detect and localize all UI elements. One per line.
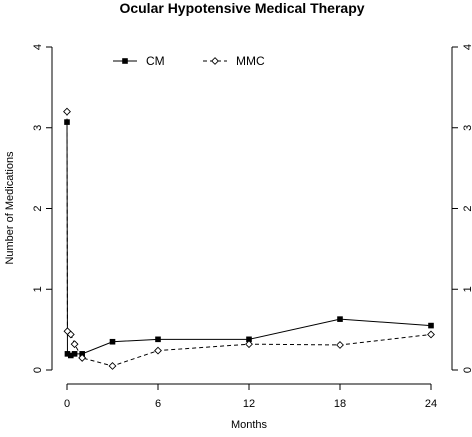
data-point-mmc [154, 346, 162, 355]
x-tick-label: 0 [64, 398, 70, 410]
data-point-cm [428, 322, 434, 329]
legend-marker-mmc [211, 57, 219, 65]
data-point-cm [109, 338, 116, 345]
series-mmc [63, 107, 435, 370]
legend-marker-cm [122, 58, 128, 64]
legend-item-mmc: MMC [203, 54, 265, 68]
right-y-tick-label: 3 [462, 125, 472, 131]
right-y-tick-label: 1 [462, 286, 472, 292]
y-axis-label: Number of Medications [4, 151, 16, 265]
x-tick-label: 24 [425, 398, 437, 410]
right-y-tick-label: 2 [462, 205, 472, 211]
data-point-mmc [66, 330, 75, 339]
legend-label-mmc: MMC [236, 54, 265, 68]
series-line-mmc [66, 111, 432, 367]
y-tick-label: 2 [32, 205, 44, 211]
data-point-mmc [336, 341, 344, 349]
y-tick-label: 3 [32, 125, 44, 131]
left-y-axis-ticks: 0 1 2 3 4 [32, 44, 52, 373]
x-tick-label: 12 [243, 398, 255, 410]
data-point-mmc [70, 340, 79, 349]
x-tick-label: 18 [334, 398, 346, 410]
y-tick-label: 0 [32, 367, 44, 373]
data-point-mmc [78, 353, 87, 362]
data-point-mmc [108, 362, 117, 370]
data-point-cm [79, 351, 85, 357]
data-point-cm [71, 351, 78, 357]
x-axis-label: Months [231, 419, 268, 431]
x-axis-ticks: 0 6 12 18 24 [64, 384, 437, 410]
y-tick-label: 4 [32, 44, 44, 50]
data-point-mmc [63, 107, 71, 116]
legend-label-cm: CM [146, 54, 165, 68]
data-point-cm [246, 336, 252, 343]
data-point-cm [67, 352, 74, 359]
data-point-cm [155, 336, 161, 343]
right-y-tick-label: 4 [462, 44, 472, 50]
legend: CM MMC [113, 54, 265, 68]
series-cm [64, 119, 434, 359]
data-point-mmc [427, 330, 435, 339]
data-point-cm [64, 351, 71, 357]
right-y-axis-ticks: 0 1 2 3 4 [452, 44, 472, 373]
series-line-cm [66, 122, 432, 357]
y-tick-label: 1 [32, 286, 44, 292]
data-point-cm [337, 316, 343, 322]
series-layer [63, 107, 435, 370]
right-y-tick-label: 0 [462, 367, 472, 373]
data-point-mmc [245, 340, 253, 349]
legend-item-cm: CM [113, 54, 165, 68]
chart-title: Ocular Hypotensive Medical Therapy [119, 0, 364, 16]
x-tick-label: 6 [155, 398, 161, 410]
